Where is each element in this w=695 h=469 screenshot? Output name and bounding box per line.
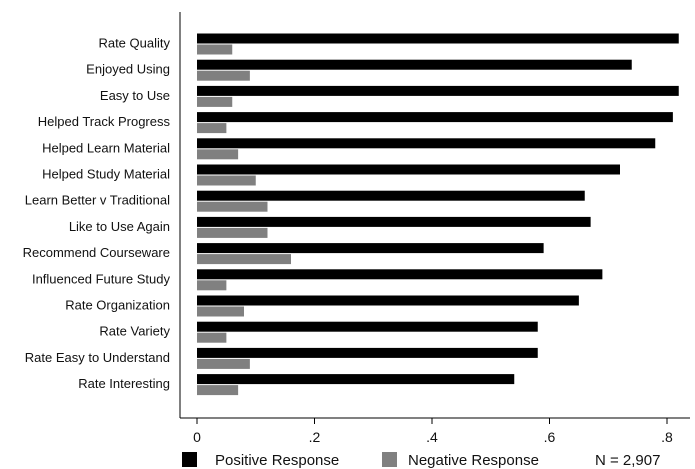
bar-positive [197,112,673,123]
x-tick-label: .4 [426,429,438,445]
x-tick-label: .6 [544,429,556,445]
bar-positive [197,374,515,385]
bar-positive [197,321,538,332]
bar-negative [197,358,250,369]
category-label: Learn Better v Traditional [25,193,170,208]
category-label: Helped Study Material [42,167,170,182]
bar-negative [197,44,233,55]
bar-negative [197,227,268,238]
category-label: Rate Easy to Understand [25,350,170,365]
bar-negative [197,280,227,291]
legend: Positive Response Negative Response N = … [182,452,660,469]
category-label: Rate Variety [99,324,170,339]
bar-positive [197,190,585,201]
category-label: Easy to Use [100,88,170,103]
category-label: Like to Use Again [69,219,170,234]
bar-negative [197,70,250,81]
category-labels: Rate Quality Enjoyed Using Easy to Use Help… [23,36,171,392]
legend-label-negative: Negative Response [408,452,539,469]
bar-negative [197,149,239,160]
bar-positive [197,85,679,96]
bar-positive [197,59,632,70]
legend-swatch-positive [182,452,197,467]
bar-negative [197,201,268,212]
x-axis-ticks: 0 .2 .4 .6 .8 [193,418,673,445]
bar-positive [197,138,656,149]
category-label: Rate Organization [65,298,170,313]
category-label: Rate Interesting [78,376,170,391]
category-label: Influenced Future Study [32,271,171,286]
bars-layer [197,33,679,396]
bar-negative [197,332,227,343]
category-label: Recommend Courseware [23,245,170,260]
bar-negative [197,175,256,186]
bar-negative [197,123,227,134]
category-label: Enjoyed Using [86,62,170,77]
bar-positive [197,216,591,227]
bar-positive [197,33,679,44]
legend-label-positive: Positive Response [215,452,339,469]
bar-positive [197,164,620,175]
category-label: Helped Track Progress [38,114,171,129]
bar-negative [197,385,239,396]
x-tick-label: .8 [661,429,673,445]
bar-negative [197,306,244,317]
legend-swatch-negative [382,452,397,467]
x-tick-label: .2 [309,429,321,445]
bar-negative [197,254,291,265]
sample-size-note: N = 2,907 [595,452,660,469]
bar-negative [197,96,233,107]
category-label: Rate Quality [98,36,170,51]
bar-positive [197,243,544,254]
bar-positive [197,295,579,306]
x-tick-label: 0 [193,429,201,445]
bar-positive [197,347,538,358]
category-label: Helped Learn Material [42,140,170,155]
bar-positive [197,269,603,280]
